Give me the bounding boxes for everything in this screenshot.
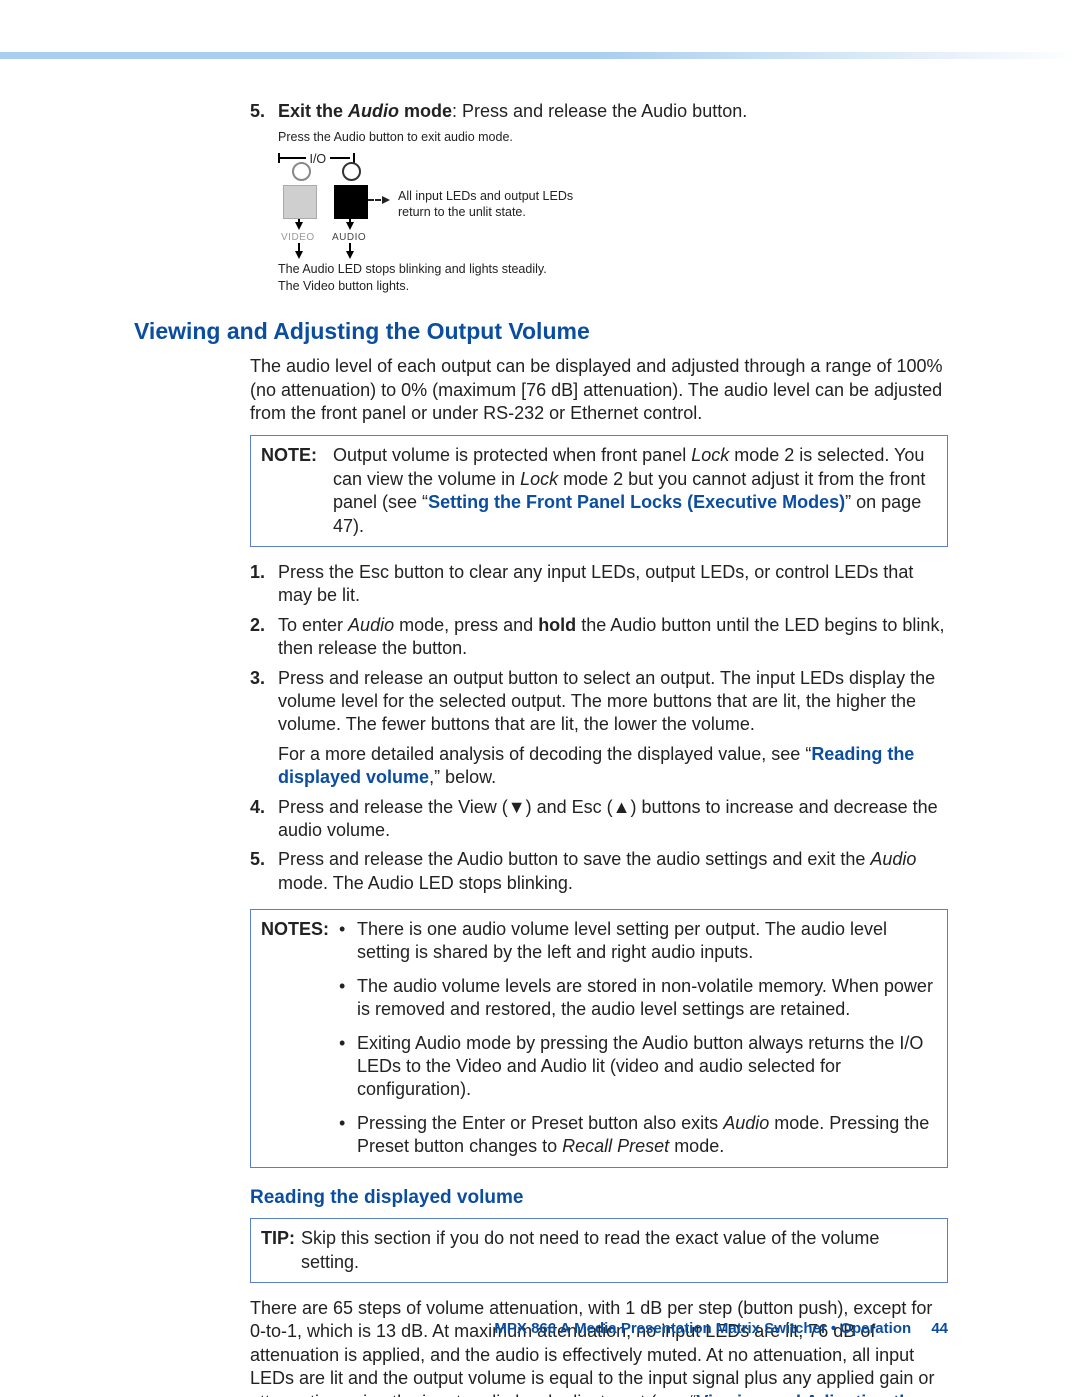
step-5-audio-word: Audio bbox=[348, 101, 399, 121]
bullet-icon: • bbox=[339, 975, 357, 1022]
tip-label: TIP: bbox=[261, 1227, 301, 1274]
step-4: 4. Press and release the View (▼) and Es… bbox=[250, 796, 948, 843]
step-3-subpara: For a more detailed analysis of decoding… bbox=[278, 743, 948, 790]
closing-paragraph: There are 65 steps of volume attenuation… bbox=[250, 1297, 948, 1397]
notes-item: • The audio volume levels are stored in … bbox=[339, 975, 937, 1022]
page: 5. Exit the Audio mode: Press and releas… bbox=[0, 0, 1080, 1397]
top-blue-bar bbox=[0, 52, 1080, 59]
sub-heading: Reading the displayed volume bbox=[250, 1186, 948, 1211]
tip-callout: TIP: Skip this section if you do not nee… bbox=[250, 1218, 948, 1283]
io-label-line: I/O bbox=[278, 151, 350, 167]
page-footer: MPX 866 A Media Presentation Matrix Swit… bbox=[134, 1320, 948, 1337]
notes-item: • Exiting Audio mode by pressing the Aud… bbox=[339, 1032, 937, 1102]
arrow-down-icon bbox=[349, 243, 351, 257]
step-3: 3. Press and release an output button to… bbox=[250, 667, 948, 790]
step-1: 1. Press the Esc button to clear any inp… bbox=[250, 561, 948, 608]
step-5-lead: Exit the bbox=[278, 101, 348, 121]
triangle-down-icon: ▼ bbox=[508, 797, 526, 817]
video-button-icon bbox=[283, 185, 317, 219]
led-open-icon bbox=[292, 162, 311, 181]
bullet-icon: • bbox=[339, 1032, 357, 1102]
step-5b: 5. Press and release the Audio button to… bbox=[250, 848, 948, 895]
notes-item: • There is one audio volume level settin… bbox=[339, 918, 937, 965]
triangle-up-icon: ▲ bbox=[613, 797, 631, 817]
audio-button-icon bbox=[334, 185, 368, 219]
step-5-rest: : Press and release the Audio button. bbox=[452, 101, 747, 121]
note-text: Output volume is protected when front pa… bbox=[333, 444, 937, 538]
step-2: 2. To enter Audio mode, press and hold t… bbox=[250, 614, 948, 661]
exit-audio-diagram: Press the Audio button to exit audio mod… bbox=[278, 129, 948, 289]
bullet-icon: • bbox=[339, 918, 357, 965]
bullet-icon: • bbox=[339, 1112, 357, 1159]
arrow-down-icon bbox=[298, 243, 300, 257]
audio-label: AUDIO bbox=[332, 231, 366, 244]
step-5-tail: mode bbox=[399, 101, 452, 121]
note-callout: NOTE: Output volume is protected when fr… bbox=[250, 435, 948, 547]
diagram-dash-text: All input LEDs and output LEDs return to… bbox=[398, 189, 598, 220]
notes-label: NOTES: bbox=[261, 918, 339, 1159]
page-number: 44 bbox=[931, 1320, 948, 1337]
diagram-bottom-caption: The Audio LED stops blinking and lights … bbox=[278, 261, 618, 294]
note-link[interactable]: Setting the Front Panel Locks (Executive… bbox=[428, 492, 845, 512]
notes-list: • There is one audio volume level settin… bbox=[339, 918, 937, 1159]
note-label: NOTE: bbox=[261, 444, 333, 538]
footer-text: MPX 866 A Media Presentation Matrix Swit… bbox=[494, 1320, 911, 1337]
diagram-top-caption: Press the Audio button to exit audio mod… bbox=[278, 129, 513, 145]
notes-item: • Pressing the Enter or Preset button al… bbox=[339, 1112, 937, 1159]
dash-arrow-icon bbox=[368, 199, 388, 201]
step-5: 5. Exit the Audio mode: Press and releas… bbox=[250, 100, 948, 123]
intro-paragraph: The audio level of each output can be di… bbox=[250, 355, 948, 425]
step-5-number: 5. bbox=[250, 100, 278, 123]
tip-text: Skip this section if you do not need to … bbox=[301, 1227, 937, 1274]
steps-list: 1. Press the Esc button to clear any inp… bbox=[250, 561, 948, 895]
io-label: I/O bbox=[309, 152, 326, 166]
arrow-down-icon bbox=[298, 219, 300, 228]
subsection-body: TIP: Skip this section if you do not nee… bbox=[250, 1218, 948, 1397]
step-5-text: Exit the Audio mode: Press and release t… bbox=[278, 100, 747, 123]
content-area: 5. Exit the Audio mode: Press and releas… bbox=[134, 100, 948, 1397]
led-filled-icon bbox=[342, 162, 361, 181]
notes-callout: NOTES: • There is one audio volume level… bbox=[250, 909, 948, 1168]
video-label: VIDEO bbox=[281, 231, 315, 244]
section-body: The audio level of each output can be di… bbox=[250, 355, 948, 1167]
section-heading: Viewing and Adjusting the Output Volume bbox=[134, 317, 948, 347]
arrow-down-icon bbox=[349, 219, 351, 228]
